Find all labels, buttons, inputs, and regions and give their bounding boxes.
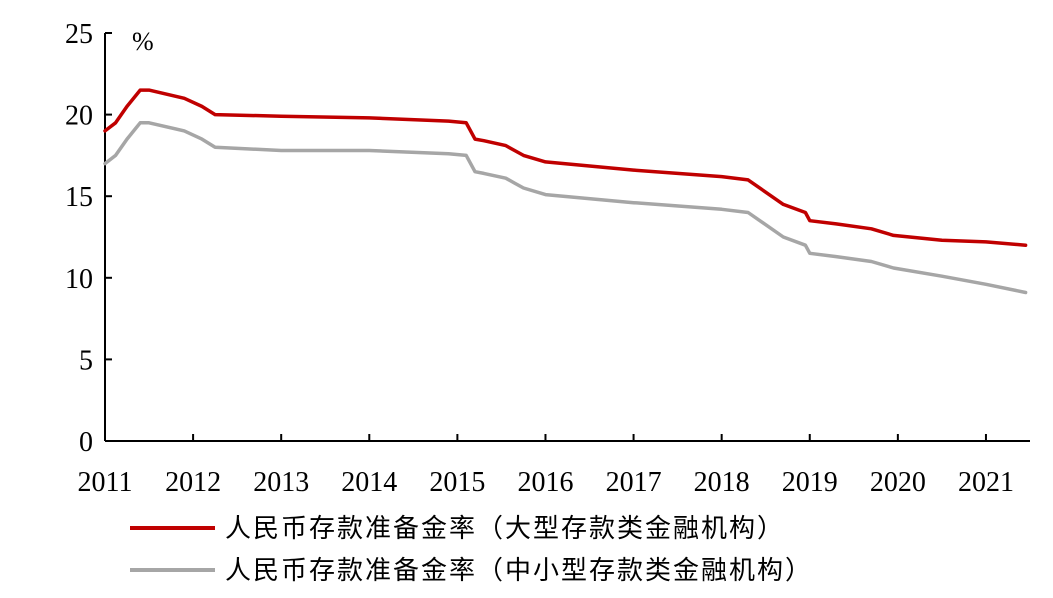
x-tick-label: 2011 [78, 467, 133, 498]
y-tick-label: 10 [65, 264, 93, 295]
y-tick-label: 5 [79, 345, 93, 376]
axes: 0 5 10 15 20 25 2011 2012 2013 2014 2015 2016 2017 20… [65, 19, 1030, 498]
series-line-2 [103, 121, 1028, 295]
y-tick-label: 0 [79, 427, 93, 458]
legend-label-1: 人民币存款准备金率（大型存款类金融机构） [225, 514, 785, 544]
x-tick-label: 2015 [429, 467, 485, 498]
x-tick-label: 2012 [165, 467, 221, 498]
series-layer [103, 88, 1028, 295]
x-tick-label: 2014 [341, 467, 397, 498]
x-tick-label: 2013 [253, 467, 309, 498]
x-tick-label: 2021 [958, 467, 1014, 498]
y-tick-label: 25 [65, 19, 93, 50]
x-tick-label: 2017 [606, 467, 662, 498]
y-tick-label: 20 [65, 101, 93, 132]
y-tick-label: 15 [65, 182, 93, 213]
legend-label-2: 人民币存款准备金率（中小型存款类金融机构） [225, 556, 813, 586]
series-line-1 [103, 88, 1028, 247]
y-axis-unit: % [132, 27, 154, 56]
x-tick-label: 2019 [782, 467, 838, 498]
x-tick-label: 2020 [870, 467, 926, 498]
legend: 人民币存款准备金率（大型存款类金融机构） 人民币存款准备金率（中小型存款类金融机构… [130, 514, 813, 586]
x-tick-label: 2016 [517, 467, 573, 498]
x-tick-label: 2018 [694, 467, 750, 498]
